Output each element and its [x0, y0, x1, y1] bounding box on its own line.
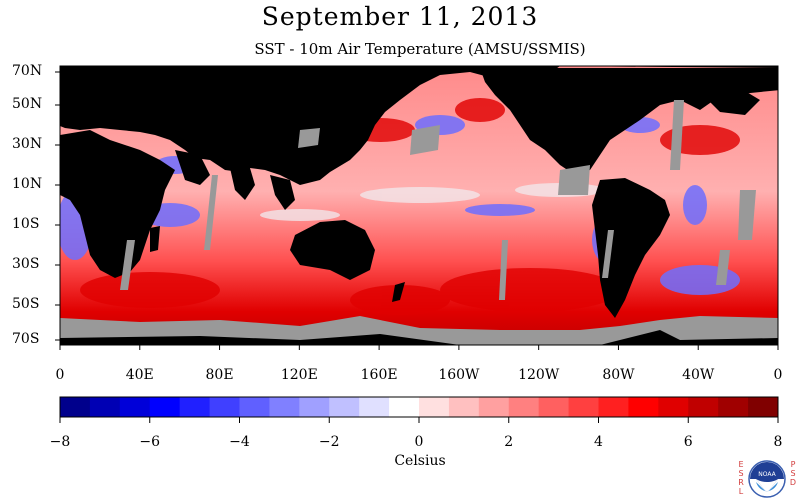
- latitude-label: 10N: [12, 176, 43, 192]
- logo-letter: R: [738, 478, 744, 487]
- logo-letter: L: [738, 487, 744, 496]
- colorbar-swatch: [239, 397, 270, 417]
- latitude-label: 70N: [12, 63, 43, 79]
- latitude-ticks: [55, 71, 60, 341]
- longitude-label: 160E: [360, 367, 398, 383]
- longitude-label: 40W: [682, 367, 715, 383]
- colorbar-swatch: [658, 397, 689, 417]
- logo-letter: S: [738, 469, 744, 478]
- longitude-label: 0: [55, 367, 65, 383]
- colorbar-swatch: [748, 397, 779, 417]
- colorbar-unit-label: Celsius: [394, 453, 446, 469]
- colorbar-swatch: [419, 397, 450, 417]
- map-panel: [60, 66, 778, 345]
- logo-letter: S: [790, 469, 796, 478]
- colorbar-swatch: [89, 397, 121, 417]
- colorbar-swatch: [179, 397, 211, 417]
- colorbar-swatch: [119, 397, 151, 417]
- longitude-label: 120E: [280, 367, 318, 383]
- logo-letter: P: [790, 460, 796, 469]
- longitude-ticks: [59, 345, 779, 350]
- colorbar-swatch: [269, 397, 300, 417]
- noaa-emblem-icon: NOAA: [748, 460, 786, 498]
- colorbar: [60, 397, 779, 417]
- longitude-label: 160W: [438, 367, 480, 383]
- colorbar-tick-label: −2: [318, 434, 340, 450]
- logo-letter: D: [789, 478, 797, 487]
- colorbar-swatch: [389, 397, 420, 417]
- colorbar-swatch: [628, 397, 659, 417]
- antarctica: [60, 330, 778, 345]
- colorbar-swatch: [538, 397, 570, 417]
- longitude-label: 80E: [205, 367, 234, 383]
- latitude-label: 70S: [12, 331, 40, 347]
- colorbar-tick-label: −8: [49, 434, 71, 450]
- map-title: September 11, 2013: [261, 2, 539, 31]
- colorbar-tick-label: −6: [139, 434, 161, 450]
- colorbar-tick-label: 6: [683, 434, 693, 450]
- colorbar-tick-label: −4: [229, 434, 250, 450]
- colorbar-swatch: [598, 397, 629, 417]
- longitude-label: 120W: [518, 367, 560, 383]
- colorbar-tick-label: 8: [773, 434, 783, 450]
- latitude-label: 10S: [12, 216, 40, 232]
- latitude-label: 30S: [12, 256, 40, 272]
- longitude-label: 0: [773, 367, 783, 383]
- latitude-label: 50N: [12, 96, 43, 112]
- colorbar-tick-label: 4: [594, 434, 603, 450]
- colorbar-ticks: [59, 417, 779, 423]
- missing-data-swaths: [120, 100, 756, 300]
- colorbar-swatch: [359, 397, 390, 417]
- colorbar-swatch: [149, 397, 181, 417]
- warm-anomaly-regions: [80, 98, 740, 315]
- colorbar-swatch: [209, 397, 240, 417]
- longitude-label: 80W: [602, 367, 635, 383]
- colorbar-swatch: [329, 397, 360, 417]
- map-frame: [59, 65, 779, 346]
- noaa-emblem-text: NOAA: [758, 471, 776, 478]
- colorbar-swatch: [508, 397, 540, 417]
- continents: [60, 66, 778, 318]
- colorbar-tick-label: 0: [414, 434, 424, 450]
- longitude-label: 40E: [125, 367, 154, 383]
- colorbar-swatch: [478, 397, 510, 417]
- colorbar-swatch: [718, 397, 749, 417]
- map-subtitle: SST - 10m Air Temperature (AMSU/SSMIS): [254, 40, 586, 58]
- colorbar-swatch: [448, 397, 480, 417]
- colorbar-swatch: [60, 397, 91, 417]
- colorbar-swatch: [568, 397, 599, 417]
- logo-letter: E: [738, 460, 744, 469]
- colorbar-swatch: [688, 397, 719, 417]
- colorbar-tick-label: 2: [504, 434, 514, 450]
- latitude-label: 50S: [12, 296, 40, 312]
- latitude-label: 30N: [12, 136, 43, 152]
- colorbar-swatch: [299, 397, 330, 417]
- light-anomaly-regions: [260, 183, 605, 221]
